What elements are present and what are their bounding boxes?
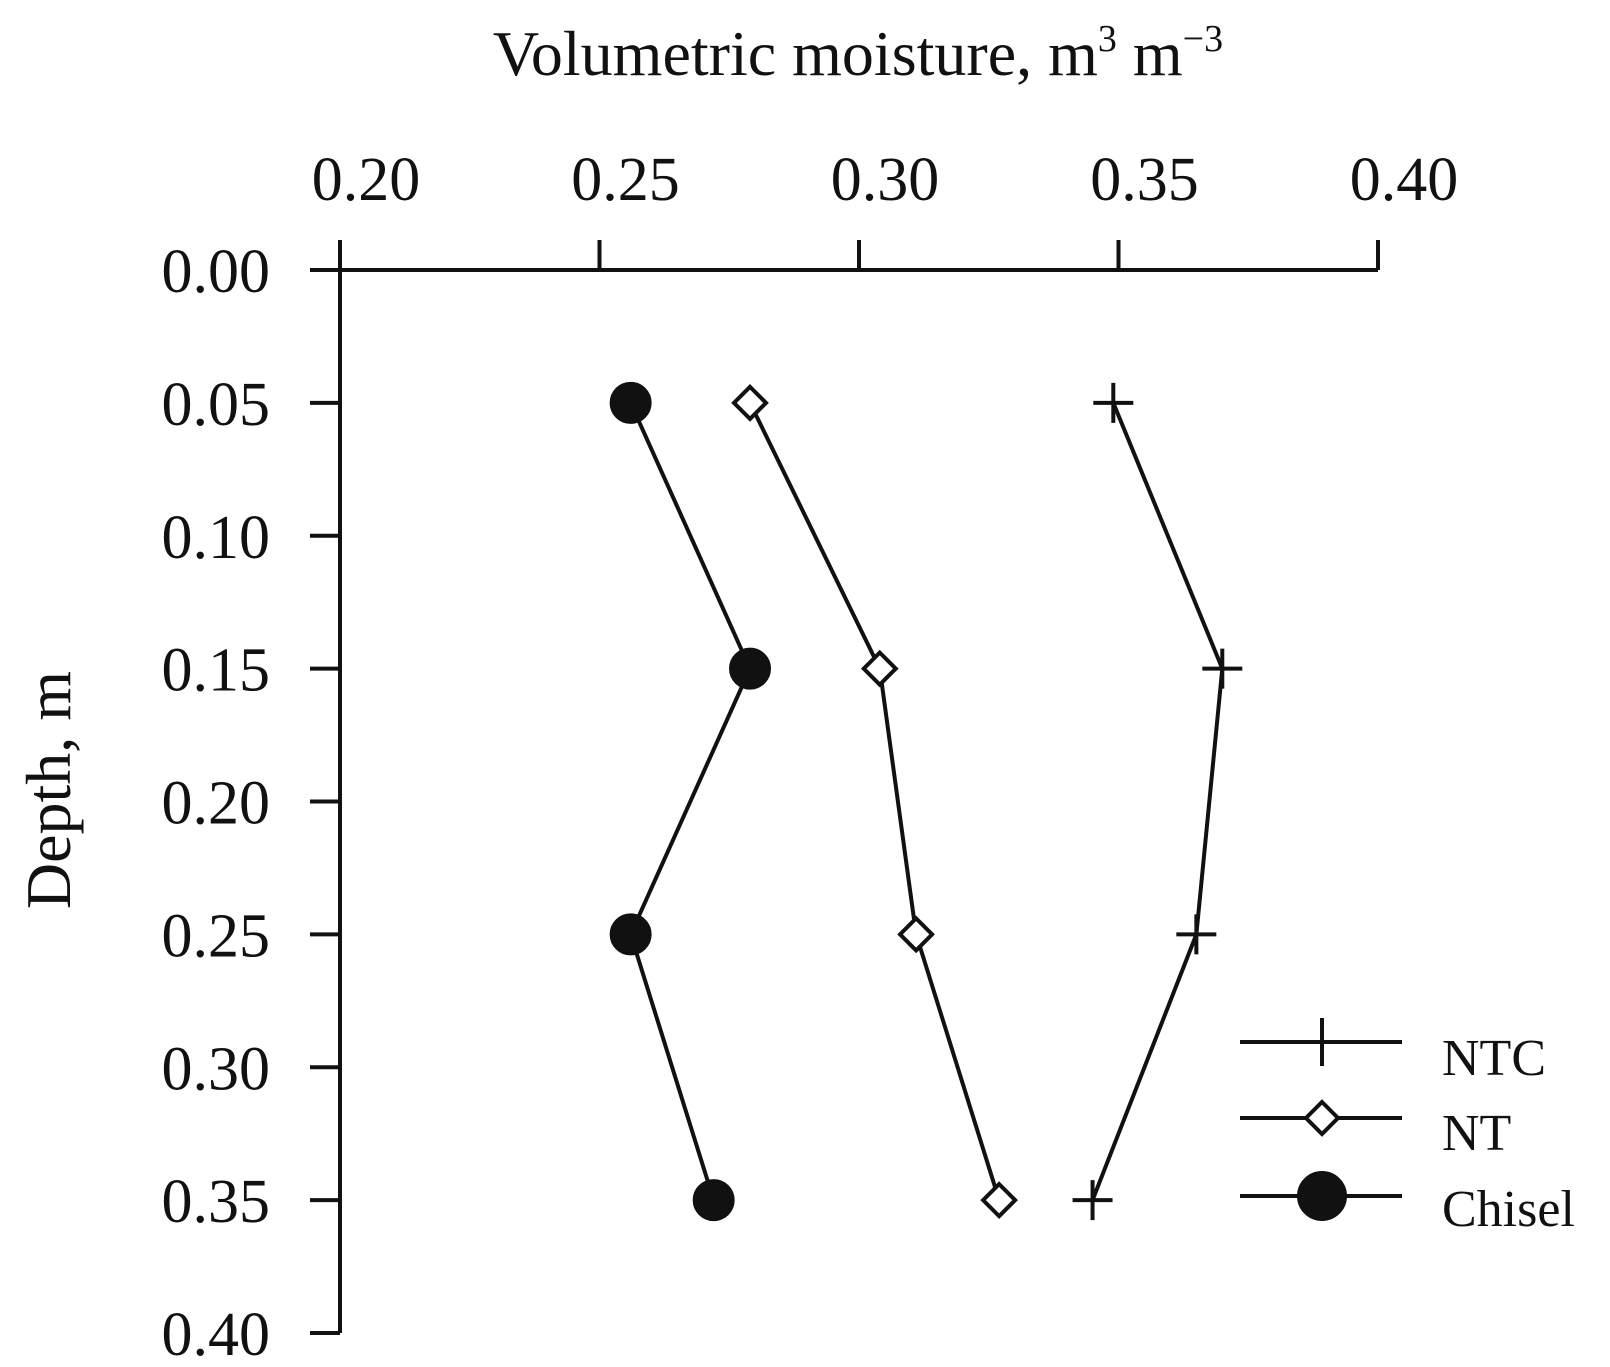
y-tick-label: 0.25 [162,902,271,970]
series-nt [731,384,1018,1219]
x-tick-label: 0.20 [312,146,421,214]
legend-entry-ntc: NTC [1240,1018,1546,1087]
y-tick-label: 0.15 [162,637,271,705]
data-point-diamond [1303,1099,1341,1137]
x-tick-label: 0.30 [831,146,940,214]
y-tick-label: 0.40 [162,1301,271,1362]
legend-label: NT [1442,1105,1511,1162]
series-ntc [1072,382,1243,1221]
series-chisel [609,381,772,1222]
data-point-diamond [980,1181,1018,1219]
x-axis-title: Volumetric moisture, m3 m−3 [493,18,1223,89]
data-point-diamond [731,384,769,422]
series-line [748,401,1002,1201]
axes: 0.20 0.25 0.30 0.35 0.40 0.00 0.05 0.10 0.15 0.20… [162,146,1459,1367]
data-point-circle [692,1179,735,1222]
data-point-circle [609,913,652,956]
x-tick-label: 0.40 [1350,146,1459,214]
y-tick-label: 0.35 [162,1168,271,1236]
data-point-circle [609,381,652,424]
x-tick-label: 0.25 [571,146,680,214]
y-axis-title: Depth, m [13,671,84,909]
data-point-diamond [860,649,899,688]
legend: NTC NT Chisel [1240,1018,1575,1238]
y-tick-label: 0.00 [162,238,271,306]
series-group [609,381,1243,1222]
legend-entry-nt: NT [1240,1099,1511,1162]
legend-label: NTC [1442,1030,1546,1087]
y-tick-label: 0.10 [162,504,271,572]
series-line [628,402,753,1201]
y-tick-label: 0.20 [162,770,271,838]
legend-label: Chisel [1442,1181,1575,1238]
y-tick-label: 0.30 [162,1035,271,1103]
data-point-diamond [897,915,935,954]
x-tick-label: 0.35 [1090,146,1199,214]
data-point-circle [1297,1171,1347,1221]
series-line [1090,402,1225,1201]
y-tick-label: 0.05 [162,371,271,439]
legend-entry-chisel: Chisel [1240,1171,1575,1238]
data-point-circle [729,647,772,690]
